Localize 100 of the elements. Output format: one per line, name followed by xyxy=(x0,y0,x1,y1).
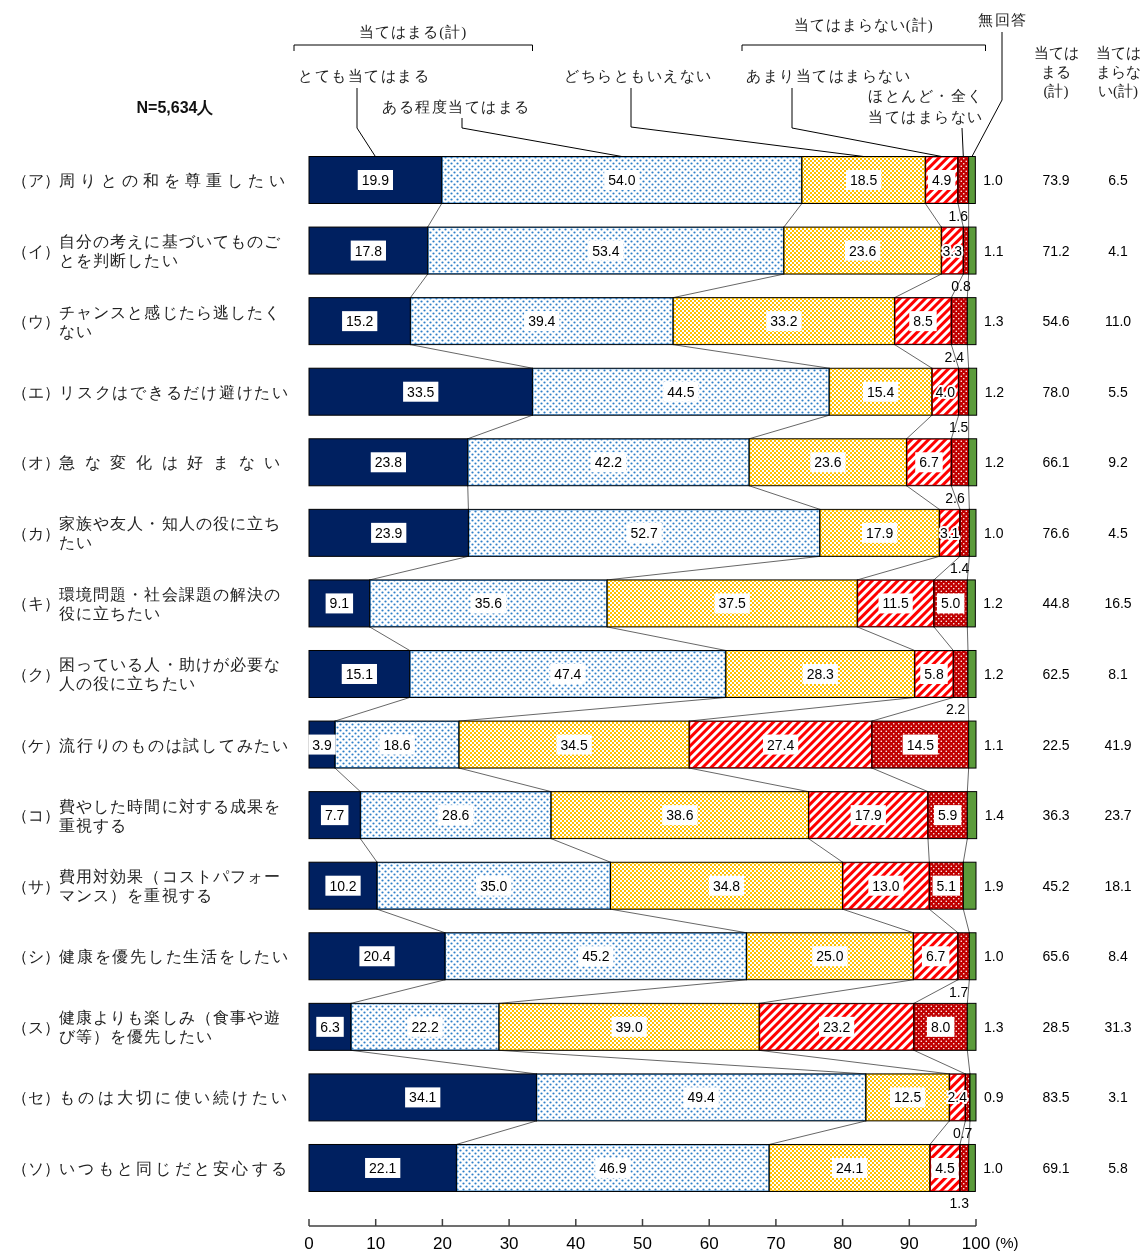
y-tick-label: （シ）健康を優先した生活をしたい xyxy=(12,948,290,966)
data-label: 54.0 xyxy=(608,172,636,188)
x-tick-label: 100 xyxy=(961,1234,991,1252)
data-label: 39.0 xyxy=(615,1018,643,1035)
text: 4.5 xyxy=(1108,524,1128,541)
data-label: 1.1 xyxy=(984,242,1004,259)
text: 28.5 xyxy=(1042,1018,1070,1035)
data-label: 4.5 xyxy=(935,1159,955,1176)
data-label: 53.4 xyxy=(592,242,620,259)
x-tick-label: 0 xyxy=(304,1234,314,1252)
data-label: 3.9 xyxy=(312,736,332,753)
data-label: 33.5 xyxy=(407,383,435,400)
text: 8.4 xyxy=(1108,948,1128,965)
data-label: 15.1 xyxy=(345,665,374,682)
y-tick-label: （オ）急な変化は好まない xyxy=(12,454,290,472)
text: 41.9 xyxy=(1104,736,1132,753)
data-label: 1.2 xyxy=(984,383,1005,400)
data-label: 15.2 xyxy=(346,313,374,330)
text: ある程度当てはまる xyxy=(382,99,531,115)
x-tick-label: 80 xyxy=(833,1234,853,1252)
data-label: 35.0 xyxy=(480,877,508,894)
data-label: 22.2 xyxy=(411,1018,439,1035)
data-label: 1.0 xyxy=(984,948,1004,965)
data-label: 1.2 xyxy=(984,665,1004,682)
data-label: 1.4 xyxy=(984,807,1005,824)
data-label: 5.8 xyxy=(924,665,944,682)
text: 当てはまらない(計) xyxy=(1095,45,1141,100)
data-label: 1.6 xyxy=(948,207,969,224)
data-label: 1.2 xyxy=(983,595,1004,612)
data-label: 23.6 xyxy=(814,454,842,471)
text: 45.2 xyxy=(1042,877,1070,894)
text: 18.1 xyxy=(1104,877,1132,894)
x-tick-label: 70 xyxy=(766,1234,786,1252)
text: 66.1 xyxy=(1042,454,1070,471)
x-tick-label: 10 xyxy=(366,1234,386,1252)
data-label: 1.0 xyxy=(983,1159,1004,1176)
data-label: 34.8 xyxy=(712,877,741,894)
data-label: 1.0 xyxy=(984,524,1004,541)
data-label: 23.2 xyxy=(822,1018,851,1035)
x-tick-label: 20 xyxy=(432,1234,452,1252)
text: 当てはまる(計) xyxy=(359,24,468,41)
data-label: 9.1 xyxy=(329,595,350,612)
text: 54.6 xyxy=(1042,313,1070,330)
data-label: 5.1 xyxy=(936,877,957,894)
data-label: 38.6 xyxy=(666,807,694,824)
text: 83.5 xyxy=(1042,1089,1070,1106)
data-label: 2.2 xyxy=(945,701,966,718)
x-tick-label: 60 xyxy=(699,1234,719,1252)
data-label: 52.7 xyxy=(630,524,658,541)
text: 73.9 xyxy=(1042,172,1070,188)
data-label: 1.9 xyxy=(984,877,1004,894)
data-label: 5.9 xyxy=(937,807,958,824)
data-label: 28.3 xyxy=(806,665,835,682)
text: 31.3 xyxy=(1104,1018,1132,1035)
data-label: 6.3 xyxy=(320,1018,340,1035)
x-axis-title: (%) xyxy=(995,1234,1019,1251)
x-tick-label: 50 xyxy=(633,1234,652,1252)
x-tick-label: 30 xyxy=(499,1234,519,1252)
data-label: 46.9 xyxy=(599,1159,627,1176)
text: ほとんど・全く当てはまらない xyxy=(868,88,984,125)
text: N=5,634人 xyxy=(136,99,215,116)
data-label: 18.6 xyxy=(383,736,411,753)
text: どちらともいえない xyxy=(564,68,713,84)
text: あまり当てはまらない xyxy=(746,68,911,84)
y-tick-label: （セ）ものは大切に使い続けたい xyxy=(12,1089,290,1107)
text: 44.8 xyxy=(1042,595,1070,612)
y-tick-label: （ソ）いつもと同じだと安心する xyxy=(12,1159,290,1177)
data-label: 1.2 xyxy=(984,454,1005,471)
data-label: 15.4 xyxy=(866,383,895,400)
data-label: 1.1 xyxy=(984,736,1004,753)
data-label: 27.4 xyxy=(766,736,795,753)
text: 11.0 xyxy=(1104,313,1132,330)
data-label: 19.9 xyxy=(361,172,390,188)
text: 当てはまる(計) xyxy=(1033,45,1079,100)
data-label: 49.4 xyxy=(687,1089,716,1106)
data-label: 8.0 xyxy=(930,1018,951,1035)
data-label: 1.4 xyxy=(949,560,970,577)
data-label: 22.1 xyxy=(369,1159,397,1176)
text: 9.2 xyxy=(1108,454,1128,471)
data-label: 23.6 xyxy=(848,242,877,259)
text: 6.5 xyxy=(1108,172,1128,188)
data-label: 0.8 xyxy=(951,278,971,295)
data-label: 6.7 xyxy=(925,948,946,965)
text: 5.5 xyxy=(1108,383,1128,400)
text: 4.1 xyxy=(1108,242,1128,259)
data-label: 7.7 xyxy=(324,807,345,824)
data-label: 17.8 xyxy=(354,242,383,259)
text: 3.1 xyxy=(1108,1089,1128,1106)
text: 62.5 xyxy=(1042,665,1070,682)
data-label: 2.6 xyxy=(945,489,965,506)
text: 71.2 xyxy=(1042,242,1070,259)
data-label: 1.3 xyxy=(984,1018,1004,1035)
data-label: 6.7 xyxy=(919,454,939,471)
data-label: 2.4 xyxy=(944,348,965,365)
data-label: 17.9 xyxy=(865,524,894,541)
x-tick-label: 90 xyxy=(899,1234,919,1252)
data-label: 20.4 xyxy=(363,948,391,965)
data-label: 39.4 xyxy=(528,313,556,330)
data-label: 23.8 xyxy=(374,454,403,471)
data-label: 45.2 xyxy=(582,948,610,965)
